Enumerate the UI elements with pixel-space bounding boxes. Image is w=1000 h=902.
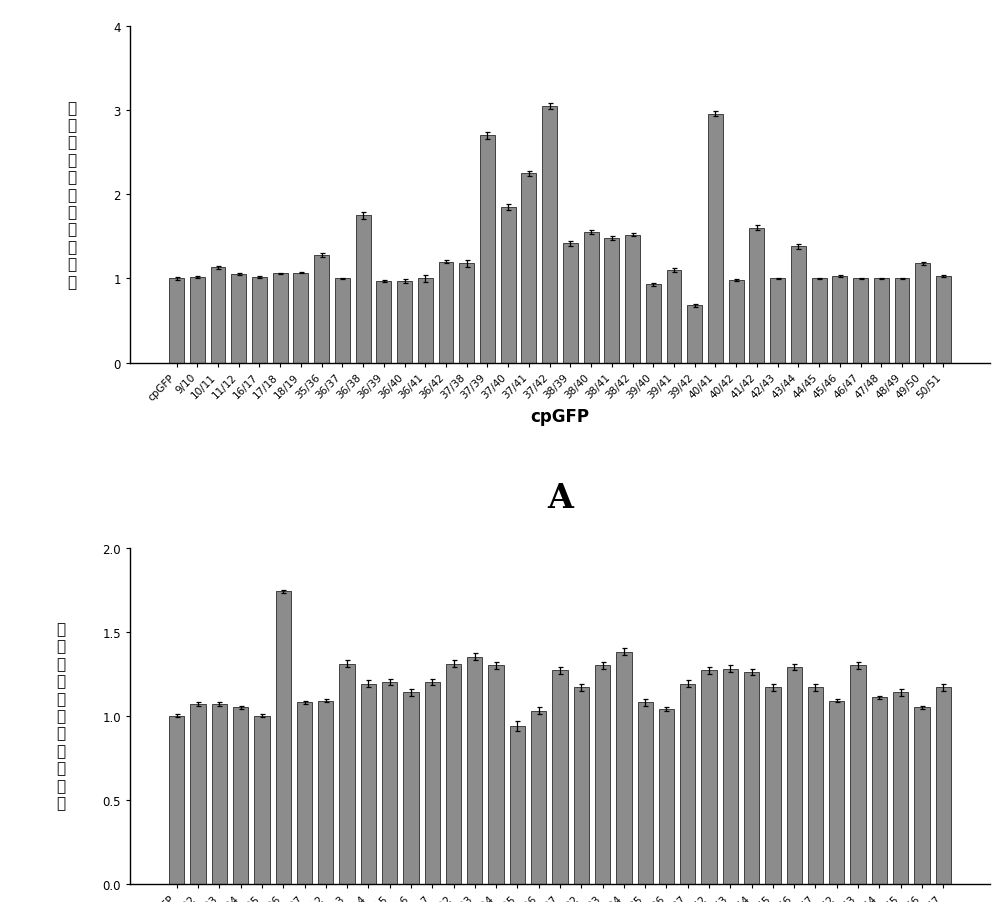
Bar [254,716,270,884]
Bar [356,216,371,364]
Bar [874,279,889,364]
Bar [297,703,312,884]
Bar [233,707,248,884]
Bar [853,279,868,364]
Bar [708,115,723,364]
Bar [276,592,291,884]
Bar [914,707,930,884]
Bar [480,136,495,364]
Bar [808,687,823,884]
Bar [361,684,376,884]
Bar [791,247,806,364]
Bar [169,716,184,884]
Bar [552,670,568,884]
Bar [521,174,536,364]
Y-axis label: 标
准
化
后
的
荧
光
信
号
比
値: 标 准 化 后 的 荧 光 信 号 比 値 [56,621,65,810]
Bar [439,262,453,364]
Bar [318,701,333,884]
Bar [273,274,288,364]
Bar [667,271,681,364]
Bar [403,693,419,884]
Bar [467,658,482,884]
Bar [832,277,847,364]
Bar [418,279,433,364]
X-axis label: cpGFP: cpGFP [530,408,590,426]
Bar [765,687,781,884]
Y-axis label: 标
准
化
后
的
荧
光
信
号
比
値: 标 准 化 后 的 荧 光 信 号 比 値 [67,101,76,290]
Bar [382,682,397,884]
Bar [680,684,695,884]
Bar [425,682,440,884]
Bar [211,268,225,364]
Bar [397,281,412,364]
Bar [729,281,744,364]
Bar [376,281,391,364]
Bar [584,233,599,364]
Bar [770,279,785,364]
Bar [446,664,461,884]
Bar [335,279,350,364]
Bar [625,235,640,364]
Bar [488,666,504,884]
Bar [190,278,205,364]
Bar [252,278,267,364]
Bar [646,285,661,364]
Bar [616,652,632,884]
Bar [542,106,557,364]
Bar [531,711,546,884]
Bar [893,693,908,884]
Bar [293,273,308,364]
Bar [501,207,516,364]
Text: A: A [547,481,573,514]
Bar [510,726,525,884]
Bar [563,244,578,364]
Bar [749,229,764,364]
Bar [936,277,951,364]
Bar [595,666,610,884]
Bar [339,664,355,884]
Bar [829,701,844,884]
Bar [701,670,717,884]
Bar [574,687,589,884]
Bar [787,667,802,884]
Bar [659,709,674,884]
Bar [687,306,702,364]
Bar [744,672,759,884]
Bar [604,239,619,364]
Bar [638,703,653,884]
Bar [812,279,827,364]
Bar [850,666,866,884]
Bar [314,255,329,364]
Bar [169,279,184,364]
Bar [723,669,738,884]
Bar [895,279,909,364]
Bar [231,275,246,364]
Bar [915,264,930,364]
Bar [459,264,474,364]
Bar [872,697,887,884]
Bar [936,687,951,884]
Bar [190,704,206,884]
Bar [212,704,227,884]
